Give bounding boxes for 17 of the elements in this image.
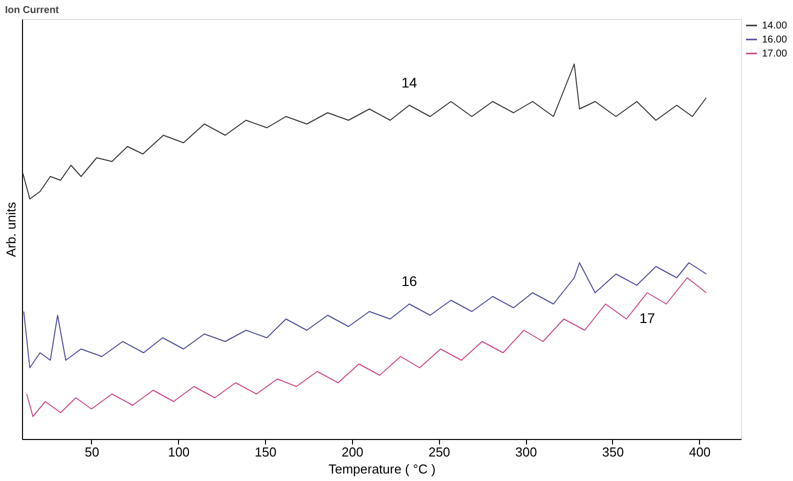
legend-label: 16.00 <box>762 34 788 46</box>
x-tick-label: 100 <box>168 444 190 460</box>
annotation: 17 <box>639 310 656 326</box>
x-tick-label: 400 <box>688 444 711 460</box>
x-tick-label: 250 <box>428 444 450 460</box>
chart-title: Ion Current <box>5 5 60 16</box>
annotation: 14 <box>402 74 418 90</box>
y-axis-title: Arb. units <box>4 202 18 257</box>
x-tick-label: 300 <box>515 444 537 460</box>
x-axis-title: Temperature ( °C ) <box>328 462 436 476</box>
x-tick-label: 50 <box>84 444 100 460</box>
x-tick-label: 200 <box>342 444 364 460</box>
x-tick-label: 350 <box>602 444 624 460</box>
annotation: 16 <box>402 273 418 289</box>
x-tick-label: 150 <box>254 444 276 460</box>
legend-label: 17.00 <box>762 48 788 60</box>
legend-label: 14.00 <box>762 20 788 32</box>
